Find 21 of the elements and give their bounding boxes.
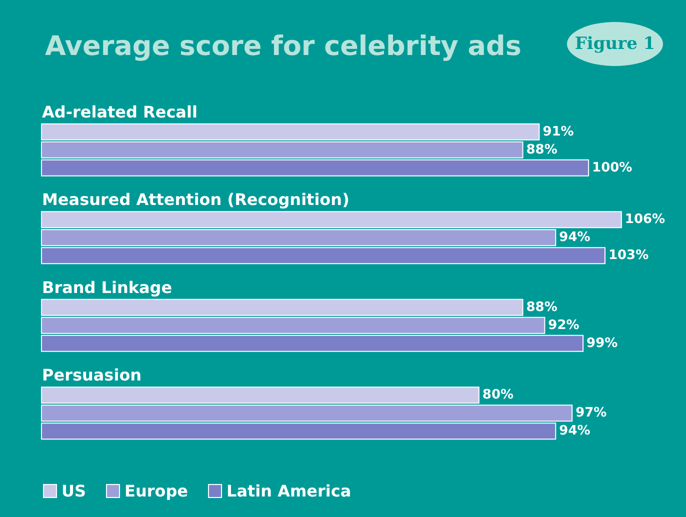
data-label: 100% [592,160,632,176]
data-label: 106% [624,212,666,228]
y-tick-label: Measured Attention (Recognition) [42,190,350,210]
caption: Figure 1 [574,34,656,54]
y-tick-label: Brand Linkage [42,278,172,297]
chart-title: Average score for celebrity ads [45,31,522,62]
data-label: 97% [576,406,607,421]
data-label: 80% [482,388,514,403]
legend-label: Latin America [226,482,352,500]
data-label: 92% [548,318,580,333]
data-label: 88% [526,300,558,315]
y-tick-label: Ad-related Recall [42,102,198,122]
data-label: 91% [542,124,574,140]
y-tick-label: Persuasion [42,366,142,385]
data-label: 103% [608,248,649,264]
legend-label: US [62,482,86,500]
legend-label: Europe [124,482,188,500]
data-label: 94% [559,424,590,439]
data-label: 99% [586,336,618,351]
data-label: 94% [559,230,590,246]
data-label: 88% [526,142,558,158]
